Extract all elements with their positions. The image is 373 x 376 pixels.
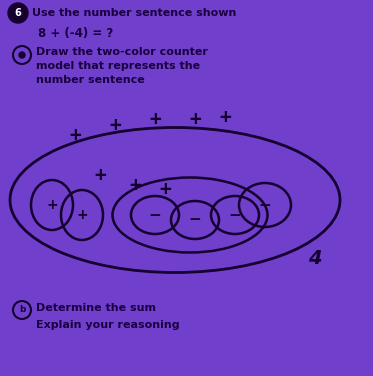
Circle shape [8, 3, 28, 23]
Text: +: + [94, 165, 106, 185]
Text: Draw the two-color counter: Draw the two-color counter [36, 47, 208, 57]
Text: Use the number sentence shown: Use the number sentence shown [32, 8, 236, 18]
Text: 4: 4 [308, 249, 322, 267]
Text: model that represents the: model that represents the [36, 61, 200, 71]
Text: a: a [19, 50, 25, 59]
Text: +: + [189, 111, 201, 129]
Text: −: − [258, 197, 272, 212]
Text: +: + [219, 109, 231, 127]
Text: −: − [189, 212, 201, 227]
Text: number sentence: number sentence [36, 75, 145, 85]
Text: −: − [148, 208, 162, 223]
Text: Explain your reasoning: Explain your reasoning [36, 320, 180, 330]
Text: +: + [109, 115, 121, 135]
Text: +: + [149, 111, 161, 129]
Text: +: + [76, 208, 88, 222]
Text: −: − [229, 208, 241, 223]
Text: 8 + (-4) = ?: 8 + (-4) = ? [38, 26, 113, 39]
Text: +: + [46, 198, 58, 212]
Text: +: + [69, 126, 81, 144]
Circle shape [19, 52, 25, 58]
Text: +: + [129, 176, 141, 194]
Text: b: b [19, 305, 25, 314]
Text: 6: 6 [15, 8, 21, 18]
Text: Determine the sum: Determine the sum [36, 303, 156, 313]
Text: +: + [159, 180, 171, 200]
